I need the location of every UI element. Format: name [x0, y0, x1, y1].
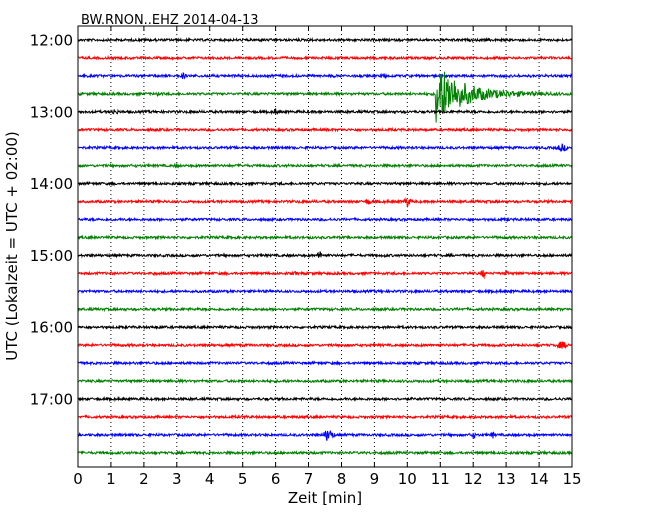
- trace-1545: [77, 306, 573, 313]
- trace-1215: [77, 54, 573, 62]
- trace-1230: [77, 72, 573, 80]
- trace-1245: [77, 71, 573, 123]
- trace-1615: [77, 341, 573, 349]
- y-tick-label-1200: 12:00: [30, 32, 73, 50]
- trace-1730: [77, 430, 573, 441]
- y-tick-label-1400: 14:00: [30, 175, 73, 193]
- x-tick-label-6: 6: [271, 470, 281, 488]
- trace-1645: [77, 377, 573, 385]
- trace-1745: [77, 449, 573, 457]
- trace-1700: [77, 395, 573, 403]
- chart-title: BW.RNON..EHZ 2014-04-13: [81, 13, 259, 28]
- x-tick-labels: 0 1 2 3 4 5 6 7 8 9 10 11 12 13 14 15: [73, 470, 581, 488]
- y-tick-label-1700: 17:00: [30, 391, 73, 409]
- x-tick-label-5: 5: [238, 470, 248, 488]
- trace-1200: [77, 36, 573, 44]
- x-tick-label-13: 13: [497, 470, 516, 488]
- trace-1400: [77, 180, 573, 187]
- x-tick-label-10: 10: [398, 470, 417, 488]
- trace-1330: [77, 143, 573, 153]
- x-tick-label-11: 11: [431, 470, 450, 488]
- trace-1345: [77, 162, 573, 170]
- trace-1715: [77, 413, 573, 421]
- axis-ticks: [77, 26, 573, 467]
- trace-1530: [77, 288, 573, 295]
- trace-1445: [77, 234, 573, 241]
- x-axis-label: Zeit [min]: [288, 489, 362, 507]
- y-tick-label-1500: 15:00: [30, 247, 73, 265]
- x-tick-label-8: 8: [337, 470, 347, 488]
- trace-1630: [77, 359, 573, 367]
- x-tick-label-2: 2: [139, 470, 149, 488]
- x-tick-label-4: 4: [205, 470, 215, 488]
- x-tick-label-0: 0: [73, 470, 83, 488]
- trace-1300: [77, 108, 573, 116]
- x-tick-label-15: 15: [562, 470, 581, 488]
- trace-1515: [77, 269, 573, 280]
- x-tick-label-9: 9: [370, 470, 380, 488]
- grid-lines: [110, 26, 540, 467]
- y-tick-label-1300: 13:00: [30, 103, 73, 121]
- y-axis-label: UTC (Lokalzeit = UTC + 02:00): [3, 131, 21, 361]
- x-tick-label-1: 1: [106, 470, 116, 488]
- x-tick-label-3: 3: [172, 470, 182, 488]
- y-tick-labels: 12:00 13:00 14:00 15:00 16:00 17:00: [30, 32, 73, 409]
- plot-frame: [77, 25, 573, 468]
- trace-1600: [77, 324, 573, 331]
- trace-1315: [77, 126, 573, 133]
- trace-1415: [77, 197, 573, 208]
- trace-1430: [77, 216, 573, 223]
- y-tick-label-1600: 16:00: [30, 319, 73, 337]
- trace-1500: [77, 251, 573, 259]
- x-tick-label-12: 12: [464, 470, 483, 488]
- x-tick-label-7: 7: [304, 470, 314, 488]
- x-tick-label-14: 14: [530, 470, 549, 488]
- seismogram-traces: [77, 36, 573, 457]
